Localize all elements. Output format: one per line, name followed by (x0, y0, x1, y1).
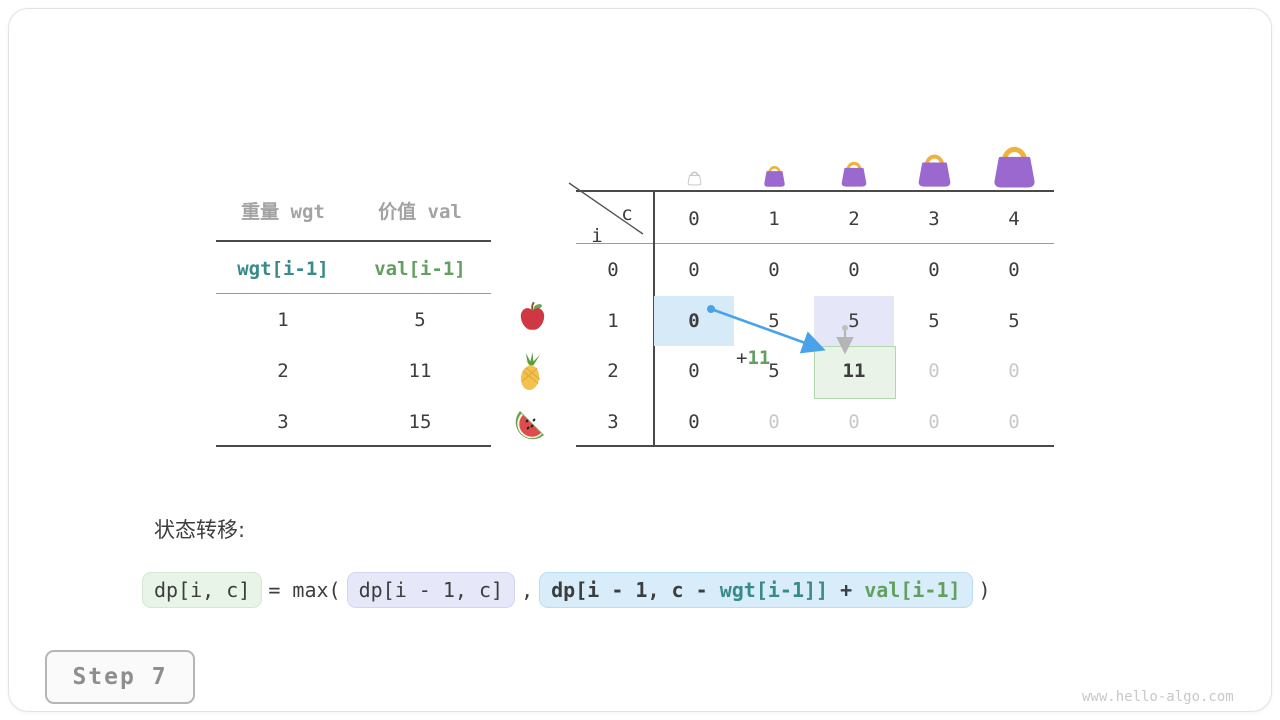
items-weight-index: wgt[i-1] (237, 258, 329, 280)
dp-cell-2-3: 0 (928, 360, 940, 382)
dp-row-header-3: 3 (607, 411, 619, 433)
bag-empty-icon (686, 169, 703, 186)
items-value-header: 价值 val (378, 201, 462, 223)
dp-cell-1-4: 5 (1008, 310, 1020, 332)
apple-icon (517, 301, 548, 332)
formula-option2-val: val[i-1] (864, 578, 961, 602)
dp-corner-row-var: i (591, 225, 603, 247)
step-label: Step 7 (72, 664, 168, 690)
site-watermark: www.hello-algo.com (1082, 689, 1234, 705)
transition-formula: dp[i, c] = max( dp[i - 1, c] , dp[i - 1,… (142, 570, 997, 610)
dp-cell-3-4: 0 (1008, 411, 1020, 433)
transition-add-annotation: +11 (736, 347, 770, 369)
dp-cell-3-2: 0 (848, 411, 860, 433)
transition-section-label: 状态转移: (154, 518, 246, 542)
items-table-bottom-rule (216, 445, 491, 447)
item-1-weight: 1 (277, 309, 289, 331)
items-table-top-rule (216, 240, 491, 242)
highlight-target-cell (814, 346, 896, 399)
step-badge: Step 7 (45, 650, 195, 704)
dp-cell-1-0: 0 (688, 310, 700, 332)
formula-option2: dp[i - 1, c - wgt[i-1]] + val[i-1] (539, 572, 973, 608)
dp-col-header-2: 2 (848, 208, 860, 230)
plus-sign: + (736, 347, 748, 369)
dp-cell-0-0: 0 (688, 259, 700, 281)
formula-option2-wgt: wgt[i-1]] (719, 578, 829, 602)
items-weight-header: 重量 wgt (241, 201, 325, 223)
dp-cell-3-3: 0 (928, 411, 940, 433)
dp-cell-1-2: 5 (848, 310, 860, 332)
dp-cell-2-0: 0 (688, 360, 700, 382)
dp-cell-2-1: 5 (768, 360, 780, 382)
formula-option1: dp[i - 1, c] (346, 572, 516, 608)
dp-col-header-0: 0 (688, 208, 700, 230)
items-table-mid-rule (216, 293, 491, 294)
item-2-value: 11 (408, 360, 432, 382)
formula-comma: , (521, 578, 534, 602)
dp-cell-0-2: 0 (848, 259, 860, 281)
formula-option2-plus: + (828, 578, 865, 602)
dp-cell-3-1: 0 (768, 411, 780, 433)
highlight-option1-cell (814, 296, 894, 346)
items-value-index: val[i-1] (374, 258, 466, 280)
dp-table-top-rule (576, 190, 1054, 192)
item-2-weight: 2 (277, 360, 289, 382)
formula-option2-prefix: dp[i - 1, c - (551, 578, 720, 602)
dp-cell-0-4: 0 (1008, 259, 1020, 281)
dp-row-header-0: 0 (607, 259, 619, 281)
dp-col-header-3: 3 (928, 208, 940, 230)
dp-cell-1-3: 5 (928, 310, 940, 332)
bag-capacity-2-icon (839, 158, 869, 187)
dp-table-bottom-rule (576, 445, 1054, 447)
bag-capacity-1-icon (762, 163, 787, 187)
formula-close-paren: ) (978, 578, 991, 602)
dp-cell-0-1: 0 (768, 259, 780, 281)
diagram-card: 重量 wgt 价值 val wgt[i-1] val[i-1] 1 5 2 11… (8, 8, 1272, 712)
dp-cell-1-1: 5 (768, 310, 780, 332)
formula-lhs: dp[i, c] (142, 572, 263, 608)
formula-equals-max: = max( (268, 578, 341, 602)
dp-col-header-4: 4 (1008, 208, 1020, 230)
dp-col-header-1: 1 (768, 208, 780, 230)
watermelon-icon (513, 405, 549, 441)
item-1-value: 5 (414, 309, 426, 331)
item-3-weight: 3 (277, 411, 289, 433)
dp-cell-2-4: 0 (1008, 360, 1020, 382)
dp-table-header-rule (576, 243, 1054, 244)
dp-row-header-2: 2 (607, 360, 619, 382)
bag-capacity-3-icon (915, 150, 954, 187)
dp-row-header-1: 1 (607, 310, 619, 332)
added-value: 11 (747, 347, 771, 369)
bag-capacity-4-icon (990, 141, 1039, 188)
dp-cell-3-0: 0 (688, 411, 700, 433)
dp-cell-2-2: 11 (842, 360, 866, 382)
dp-cell-0-3: 0 (928, 259, 940, 281)
item-3-value: 15 (408, 411, 432, 433)
pineapple-icon (514, 352, 547, 392)
